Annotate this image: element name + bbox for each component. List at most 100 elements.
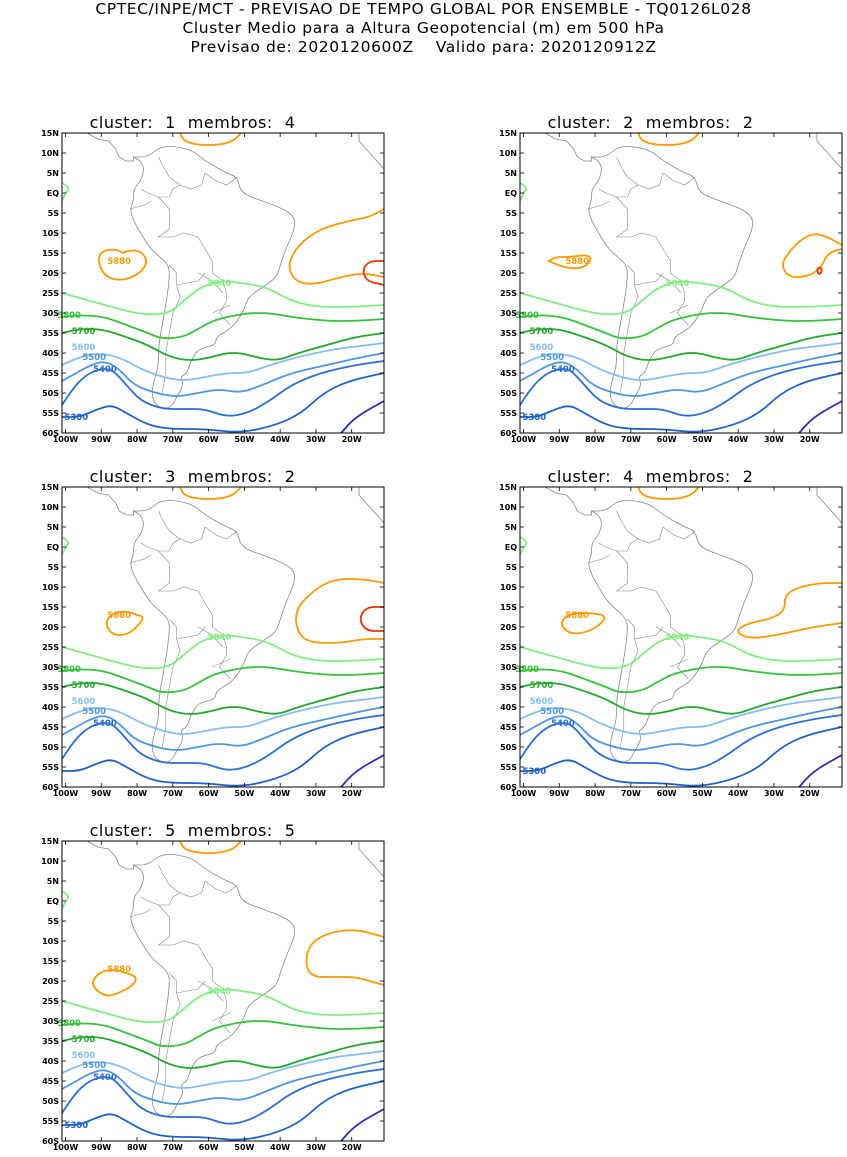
lon-tick-label: 60W	[657, 789, 677, 798]
coastline-central-america	[520, 133, 592, 162]
lon-tick-label: 100W	[511, 435, 537, 444]
contour-eqGreen	[62, 536, 70, 556]
cluster-label: cluster:	[89, 113, 154, 132]
contour-label-5800: 5800	[515, 311, 539, 321]
header-line-2: Cluster Medio para a Altura Geopotencial…	[182, 19, 665, 37]
contour-c5300	[520, 726, 842, 787]
contour-c5500	[62, 1060, 384, 1105]
lat-tick-label: 20S	[500, 623, 517, 632]
cluster-number: 1	[165, 113, 176, 132]
coastline-south-america	[588, 146, 754, 409]
contour-label-5700: 5700	[72, 327, 96, 337]
contour-c5800	[62, 1020, 384, 1048]
contour-c5500	[520, 706, 842, 751]
lat-tick-label: 40S	[42, 349, 59, 358]
lon-tick-label: 90W	[549, 789, 569, 798]
lon-tick-label: 100W	[53, 1143, 79, 1152]
members-count: 2	[742, 467, 754, 486]
panel-cluster-4: cluster: 4 membros: 2 5300 5400 5500 5600 5700 58…	[458, 467, 843, 802]
lon-tick-label: 60W	[199, 789, 219, 798]
contour-c5600	[62, 342, 384, 381]
lat-tick-label: 5S	[506, 209, 518, 218]
panel-cluster-1: cluster: 1 membros: 4 5300 5400 5500 5600 5700 58…	[0, 113, 385, 448]
contour-label-5880: 5880	[107, 257, 131, 267]
lon-tick-label: 20W	[800, 435, 820, 444]
contour-c5700	[62, 682, 384, 715]
coastline-africa	[358, 487, 384, 527]
contour-c5400	[62, 360, 384, 417]
contour-rightOrange	[737, 582, 842, 639]
lat-tick-label: 15S	[42, 603, 59, 612]
contour-label-5500: 5500	[82, 707, 106, 717]
cluster-number: 2	[623, 113, 634, 132]
coastline-south-america	[588, 500, 754, 763]
coastline-south-america	[130, 500, 296, 763]
lat-tick-label: 45S	[42, 1077, 59, 1086]
lat-tick-label: 5N	[505, 169, 517, 178]
country-border	[634, 626, 664, 640]
contour-leftOrange	[547, 254, 592, 270]
country-border	[158, 864, 181, 894]
contour-label-5500: 5500	[82, 353, 106, 363]
members-label: membros:	[187, 821, 273, 840]
country-border	[176, 980, 206, 994]
lat-tick-label: 5S	[48, 917, 60, 926]
members-count: 2	[284, 467, 296, 486]
contour-c5800	[62, 312, 384, 340]
country-border	[140, 526, 206, 552]
members-count: 5	[284, 821, 296, 840]
lat-tick-label: 45S	[42, 369, 59, 378]
lat-tick-label: 30S	[42, 309, 59, 318]
cluster-number: 3	[165, 467, 176, 486]
lon-tick-label: 30W	[764, 789, 784, 798]
contour-label-5880: 5880	[565, 611, 589, 621]
contour-label-5400: 5400	[93, 1073, 117, 1083]
lat-tick-label: 40S	[500, 703, 517, 712]
lon-tick-label: 30W	[306, 1143, 326, 1152]
lat-tick-label: 10S	[42, 583, 59, 592]
contour-c5840	[520, 634, 842, 670]
contour-eqGreen	[520, 536, 528, 556]
contour-label-5700: 5700	[530, 681, 554, 691]
contour-rightOrange	[295, 578, 384, 644]
contour-c5800	[520, 312, 842, 340]
country-border	[619, 264, 639, 394]
lon-tick-label: 90W	[91, 435, 111, 444]
country-border	[619, 618, 639, 748]
contour-label-5700: 5700	[72, 681, 96, 691]
lat-tick-label: 60S	[500, 429, 517, 438]
lat-tick-label: 60S	[42, 783, 59, 792]
contour-leftOrange	[98, 248, 147, 281]
lon-tick-label: 70W	[163, 1143, 183, 1152]
lat-tick-label: EQ	[47, 189, 59, 198]
lat-tick-label: 5S	[48, 563, 60, 572]
panel-title: cluster: 5 membros: 5	[0, 821, 385, 840]
country-border	[662, 526, 696, 540]
lat-tick-label: 35S	[42, 1037, 59, 1046]
contour-c5600	[520, 342, 842, 381]
lon-tick-label: 80W	[127, 1143, 147, 1152]
coastline-africa	[816, 487, 842, 527]
panel-title: cluster: 3 membros: 2	[0, 467, 385, 486]
country-border	[158, 156, 181, 186]
lon-tick-label: 60W	[657, 435, 677, 444]
contour-c5500	[62, 352, 384, 397]
members-label: membros:	[187, 113, 273, 132]
lat-tick-label: 35S	[42, 683, 59, 692]
lat-tick-label: 20S	[42, 977, 59, 986]
lon-tick-label: 70W	[163, 789, 183, 798]
cluster-number: 4	[623, 467, 634, 486]
contour-label-5800: 5800	[515, 665, 539, 675]
contour-label-5300: 5300	[522, 413, 546, 423]
country-border	[662, 172, 696, 186]
coastline-central-america	[520, 487, 592, 516]
lat-tick-label: 25S	[42, 643, 59, 652]
lat-tick-label: 60S	[42, 429, 59, 438]
lon-tick-label: 80W	[585, 435, 605, 444]
contour-c5500	[520, 352, 842, 397]
lat-tick-label: EQ	[505, 543, 517, 552]
contour-deep	[340, 754, 384, 787]
lon-tick-label: 30W	[306, 435, 326, 444]
